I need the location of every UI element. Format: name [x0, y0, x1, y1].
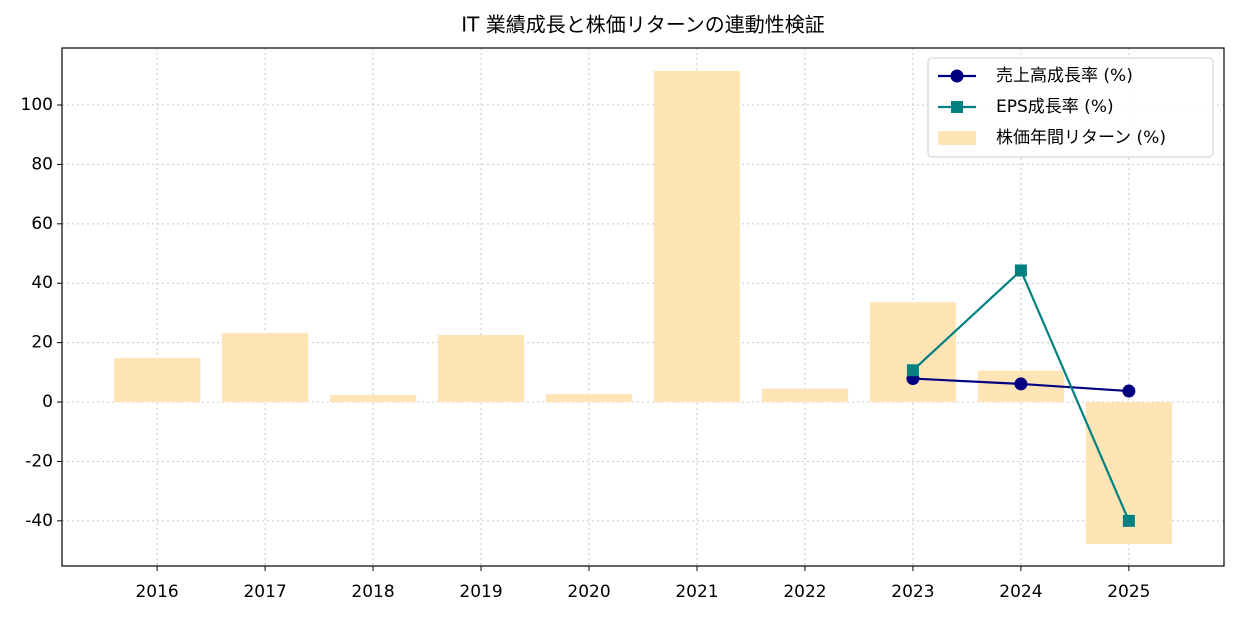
- legend-label: 株価年間リターン (%): [996, 128, 1166, 148]
- x-tick-label: 2022: [783, 582, 826, 602]
- bar: [869, 302, 957, 403]
- bar: [653, 70, 741, 403]
- x-tick-label: 2017: [243, 582, 286, 602]
- marker: [1014, 377, 1028, 391]
- y-tick-label: -20: [25, 451, 53, 471]
- x-tick-label: 2018: [351, 582, 394, 602]
- bar: [437, 334, 525, 403]
- bar: [221, 332, 309, 403]
- x-tick-label: 2025: [1107, 582, 1150, 602]
- bar: [329, 394, 417, 403]
- y-tick-label: 0: [42, 392, 53, 412]
- legend-label: EPS成長率 (%): [996, 97, 1114, 117]
- x-tick-label: 2024: [999, 582, 1042, 602]
- legend-marker: [950, 69, 964, 83]
- legend-marker: [951, 101, 963, 113]
- legend-swatch: [938, 131, 976, 145]
- y-tick-label: 20: [31, 333, 53, 353]
- axes-frame: [61, 47, 1225, 567]
- chart-title: IT 業績成長と株価リターンの連動性検証: [461, 13, 824, 37]
- y-tick-label: 40: [31, 273, 53, 293]
- x-tick-label: 2020: [567, 582, 610, 602]
- x-tick-label: 2023: [891, 582, 934, 602]
- y-tick-label: 80: [31, 154, 53, 174]
- y-tick-label: -40: [25, 511, 53, 531]
- marker: [1122, 384, 1136, 398]
- x-tick-label: 2021: [675, 582, 718, 602]
- y-tick-label: 60: [31, 214, 53, 234]
- x-tick-label: 2019: [459, 582, 502, 602]
- bar: [761, 388, 849, 403]
- bar: [545, 394, 633, 403]
- bar: [113, 358, 201, 403]
- marker: [1122, 514, 1135, 527]
- legend-label: 売上高成長率 (%): [996, 66, 1133, 86]
- y-tick-label: 100: [21, 95, 53, 115]
- marker: [1014, 264, 1027, 277]
- legend-box: [927, 57, 1214, 158]
- x-tick-label: 2016: [135, 582, 178, 602]
- marker: [906, 364, 919, 377]
